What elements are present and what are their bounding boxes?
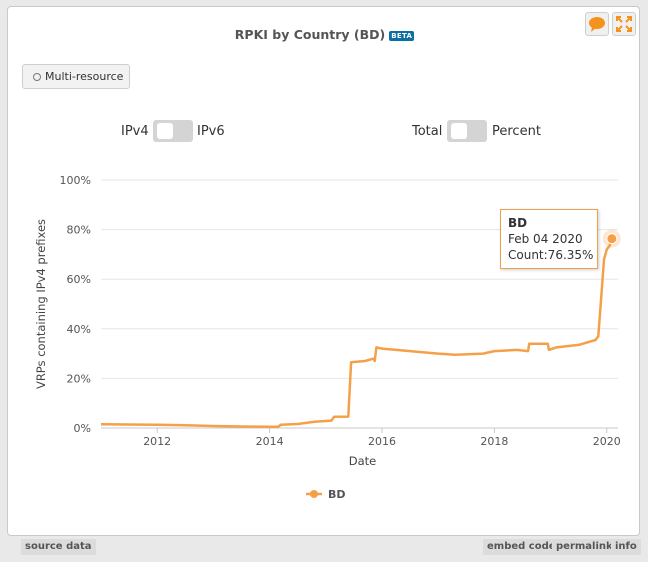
percent-label: Percent bbox=[492, 124, 541, 139]
y-tick-label: 60% bbox=[67, 273, 91, 286]
expand-icon bbox=[616, 16, 632, 32]
ipv6-label: IPv6 bbox=[197, 124, 225, 139]
y-tick-label: 20% bbox=[67, 372, 91, 385]
multi-resource-label: Multi-resource bbox=[45, 70, 124, 83]
data-tooltip: BD Feb 04 2020 Count:76.35% bbox=[500, 209, 598, 269]
y-tick-label: 80% bbox=[67, 224, 91, 237]
speech-bubble-icon bbox=[589, 17, 605, 32]
toggle-knob bbox=[157, 123, 173, 139]
x-tick-label: 2014 bbox=[256, 435, 284, 448]
y-tick-label: 100% bbox=[60, 174, 91, 187]
source-data-link[interactable]: source data bbox=[21, 539, 96, 555]
chart-widget: RPKI by Country (BD) BETA Multi-resource … bbox=[7, 6, 640, 536]
y-axis-label: VRPs containing IPv4 prefixes bbox=[34, 219, 48, 389]
feedback-button[interactable] bbox=[585, 12, 609, 36]
x-tick-label: 2020 bbox=[593, 435, 621, 448]
multi-resource-button[interactable]: Multi-resource bbox=[22, 64, 130, 89]
tooltip-series: BD bbox=[508, 216, 528, 230]
x-tick-label: 2012 bbox=[143, 435, 171, 448]
permalink-link[interactable]: permalink bbox=[552, 539, 617, 555]
ipv4-label: IPv4 bbox=[121, 124, 149, 139]
total-percent-toggle[interactable] bbox=[447, 120, 487, 142]
chart-title: RPKI by Country (BD) bbox=[234, 27, 386, 42]
widget-footer: source data embed code permalink info bbox=[7, 539, 641, 555]
beta-badge: BETA bbox=[389, 30, 415, 41]
x-tick-label: 2016 bbox=[368, 435, 396, 448]
y-tick-label: 0% bbox=[74, 422, 91, 435]
series-line-bd bbox=[100, 238, 613, 429]
legend-marker bbox=[310, 490, 318, 498]
x-axis-label: Date bbox=[349, 454, 377, 468]
total-label: Total bbox=[412, 124, 443, 139]
fullscreen-button[interactable] bbox=[612, 12, 636, 36]
x-tick-label: 2018 bbox=[480, 435, 508, 448]
tooltip-date: Feb 04 2020 bbox=[508, 232, 583, 246]
ip-version-toggle[interactable] bbox=[153, 120, 193, 142]
chart-title-row: RPKI by Country (BD) BETA bbox=[8, 27, 641, 42]
tooltip-count: Count:76.35% bbox=[508, 248, 594, 262]
y-tick-label: 40% bbox=[67, 323, 91, 336]
info-link[interactable]: info bbox=[611, 539, 641, 555]
toggle-knob bbox=[451, 123, 467, 139]
radio-icon bbox=[33, 73, 41, 81]
embed-code-link[interactable]: embed code bbox=[483, 539, 560, 555]
highlighted-point bbox=[606, 233, 618, 245]
line-chart: 0% 20% 40% 60% 80% 100% 2012 2014 2016 2018 2020 Da… bbox=[34, 174, 621, 501]
legend-label[interactable]: BD bbox=[328, 488, 346, 501]
